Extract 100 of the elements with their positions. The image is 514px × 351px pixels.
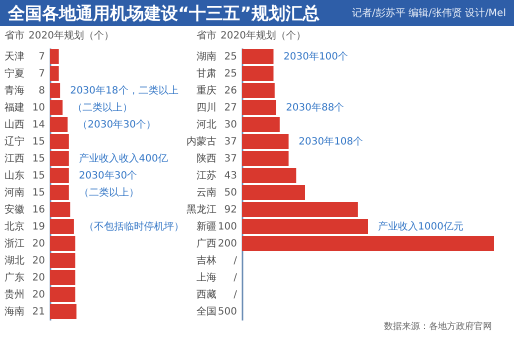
annotation: 2030年88个	[286, 102, 344, 114]
annotation: 产业收入收入400亿	[78, 152, 168, 164]
data-label: 7	[38, 68, 45, 80]
y-tick-label: 重庆	[196, 84, 216, 96]
y-tick-label: 西藏	[196, 288, 216, 300]
y-tick-label: 内蒙古	[186, 136, 216, 148]
text: /	[234, 290, 237, 300]
x-axis-title: 2020年规划（个）	[28, 30, 114, 42]
bar	[242, 134, 289, 149]
data-label: 37	[224, 154, 237, 164]
y-tick-label: 新疆	[196, 220, 216, 232]
bar	[50, 202, 70, 217]
data-label: 15	[32, 154, 45, 164]
data-label: 20	[32, 290, 45, 300]
y-tick-label: 广西	[196, 238, 216, 250]
y-tick-label: 山西	[4, 118, 24, 130]
bar	[50, 236, 76, 251]
bar	[50, 253, 76, 268]
bar	[242, 49, 274, 64]
y-tick-label: 全国	[196, 306, 216, 318]
text: 500	[218, 306, 237, 318]
bar	[50, 185, 69, 200]
data-label: 25	[224, 68, 237, 80]
y-tick-label: 山东	[4, 170, 24, 182]
annotation: 2030年30个	[78, 170, 138, 182]
y-tick-label: 湖南	[196, 50, 216, 62]
bar	[242, 185, 305, 200]
annotation: （不包括临时停机坪）	[84, 220, 184, 232]
source-note: 数据来源：各地方政府官网	[384, 321, 492, 332]
data-label: 16	[32, 204, 45, 216]
y-tick-label: 贵州	[4, 288, 24, 300]
y-tick-label: 四川	[196, 102, 216, 114]
y-tick-label: 陕西	[196, 152, 216, 164]
y-tick-label: 江苏	[196, 170, 216, 182]
bar	[242, 117, 280, 132]
bar	[50, 49, 59, 64]
data-label: 15	[32, 188, 45, 198]
bar	[242, 151, 289, 166]
bar	[50, 270, 76, 285]
bar	[50, 287, 76, 302]
bar	[50, 117, 68, 132]
annotation: （二类以上）	[72, 102, 133, 114]
data-label: 43	[224, 170, 237, 182]
annotation: 产业收入1000亿元	[378, 220, 464, 232]
y-axis-title: 省市	[4, 30, 24, 42]
annotation: 2030年18个，二类以上	[70, 84, 178, 96]
data-label: 10	[32, 102, 45, 114]
data-label: 100	[218, 222, 237, 232]
annotation: （二类以上）	[78, 186, 139, 198]
data-label: 15	[32, 170, 45, 182]
y-tick-label: 河北	[196, 118, 216, 130]
bar	[242, 66, 274, 81]
data-label: 27	[224, 102, 237, 114]
bar	[242, 83, 275, 98]
data-label: 19	[32, 222, 45, 232]
annotation: 2030年108个	[298, 136, 364, 148]
y-tick-label: 上海	[196, 272, 216, 284]
text: /	[234, 272, 237, 284]
text: /	[234, 256, 237, 266]
x-axis-title: 2020年规划（个）	[220, 30, 306, 42]
y-axis-title: 省市	[196, 30, 216, 42]
bar	[242, 168, 296, 183]
y-tick-label: 福建	[4, 102, 24, 114]
y-tick-label: 安徽	[4, 204, 24, 216]
data-label: 14	[32, 120, 45, 130]
data-label: 15	[32, 136, 45, 148]
bar	[50, 304, 76, 319]
bar	[242, 202, 358, 217]
y-tick-label: 湖北	[4, 254, 24, 266]
bar	[50, 100, 63, 115]
y-tick-label: 北京	[4, 220, 24, 232]
bar	[242, 100, 276, 115]
data-label: 92	[224, 204, 237, 216]
data-label: 20	[32, 272, 45, 284]
data-label: 37	[224, 136, 237, 148]
data-label: 8	[38, 86, 45, 96]
data-label: 21	[32, 306, 45, 318]
y-tick-label: 宁夏	[4, 68, 24, 80]
bar	[50, 219, 74, 234]
bar	[50, 168, 69, 183]
annotation: 2030年100个	[284, 50, 348, 62]
bar	[50, 151, 69, 166]
y-tick-label: 江西	[4, 152, 24, 164]
y-tick-label: 天津	[4, 50, 24, 62]
data-label: 26	[224, 86, 237, 96]
y-tick-label: 甘肃	[196, 68, 216, 80]
data-label: 7	[38, 52, 45, 62]
data-label: 30	[224, 120, 237, 130]
data-label: 200	[218, 238, 237, 250]
y-tick-label: 辽宁	[4, 136, 24, 148]
y-tick-label: 吉林	[196, 254, 216, 266]
bar	[50, 83, 60, 98]
annotation: （2030年30个）	[78, 118, 156, 130]
y-tick-label: 云南	[196, 186, 216, 198]
y-tick-label: 广东	[4, 272, 24, 284]
data-label: 20	[32, 256, 45, 266]
bar	[50, 134, 69, 149]
data-label: 25	[224, 52, 237, 62]
data-label: 50	[224, 188, 237, 198]
y-tick-label: 黑龙江	[186, 204, 216, 216]
